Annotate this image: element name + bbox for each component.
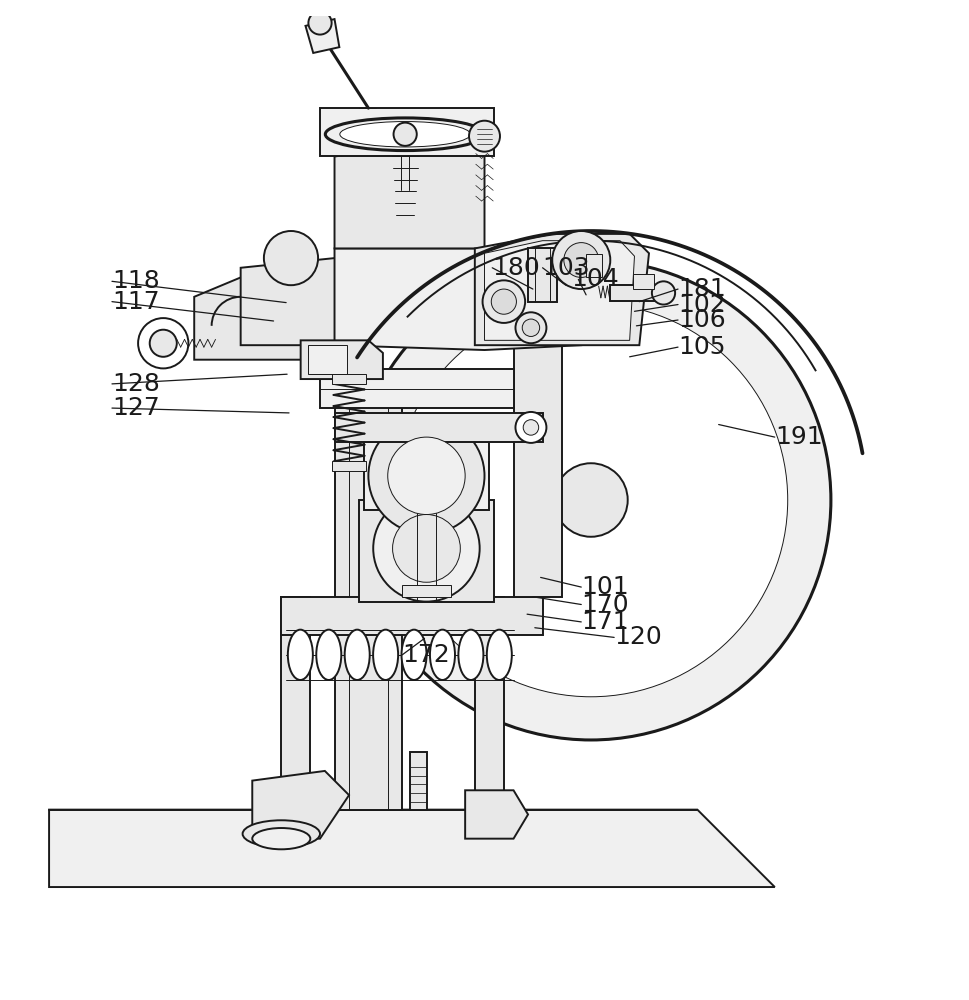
Circle shape bbox=[368, 418, 484, 534]
Text: 101: 101 bbox=[581, 575, 629, 599]
Circle shape bbox=[652, 281, 675, 305]
Bar bbox=[331, 374, 366, 384]
Polygon shape bbox=[334, 374, 402, 810]
Polygon shape bbox=[334, 413, 543, 442]
Polygon shape bbox=[300, 340, 383, 379]
Text: 181: 181 bbox=[678, 277, 726, 301]
Circle shape bbox=[522, 319, 540, 336]
Polygon shape bbox=[359, 500, 494, 602]
Text: 118: 118 bbox=[112, 269, 160, 293]
Circle shape bbox=[564, 243, 599, 277]
Text: 180: 180 bbox=[492, 256, 540, 280]
Polygon shape bbox=[484, 241, 635, 340]
Circle shape bbox=[308, 11, 331, 35]
Polygon shape bbox=[475, 234, 649, 345]
Circle shape bbox=[149, 330, 176, 357]
Text: 102: 102 bbox=[678, 293, 726, 317]
Circle shape bbox=[351, 260, 830, 740]
Text: 117: 117 bbox=[112, 290, 160, 314]
Circle shape bbox=[523, 420, 539, 435]
Text: 103: 103 bbox=[543, 256, 590, 280]
Polygon shape bbox=[334, 248, 581, 350]
Bar bbox=[586, 254, 602, 277]
Ellipse shape bbox=[242, 820, 320, 847]
Circle shape bbox=[552, 231, 610, 289]
Text: 172: 172 bbox=[402, 643, 450, 667]
Bar bbox=[331, 461, 366, 471]
Ellipse shape bbox=[345, 630, 370, 680]
Ellipse shape bbox=[458, 630, 484, 680]
Circle shape bbox=[394, 303, 788, 697]
Polygon shape bbox=[194, 277, 329, 360]
Text: 120: 120 bbox=[614, 625, 662, 649]
Bar bbox=[528, 248, 557, 302]
Circle shape bbox=[516, 312, 547, 343]
Ellipse shape bbox=[252, 828, 310, 849]
Text: 170: 170 bbox=[581, 593, 629, 617]
Circle shape bbox=[469, 121, 500, 152]
Bar bbox=[633, 274, 654, 289]
Polygon shape bbox=[281, 597, 543, 635]
Polygon shape bbox=[252, 771, 349, 839]
Bar bbox=[410, 752, 427, 810]
Text: 104: 104 bbox=[572, 267, 619, 291]
Circle shape bbox=[393, 123, 417, 146]
Polygon shape bbox=[514, 345, 562, 597]
Polygon shape bbox=[240, 258, 402, 345]
Ellipse shape bbox=[340, 122, 471, 147]
Circle shape bbox=[554, 463, 628, 537]
Polygon shape bbox=[465, 790, 528, 839]
Circle shape bbox=[392, 515, 460, 582]
Bar bbox=[308, 345, 347, 374]
Text: 128: 128 bbox=[112, 372, 160, 396]
Ellipse shape bbox=[326, 118, 484, 151]
Text: 127: 127 bbox=[112, 396, 160, 420]
Polygon shape bbox=[320, 369, 514, 408]
Text: 171: 171 bbox=[581, 610, 629, 634]
Polygon shape bbox=[281, 597, 310, 810]
Text: 105: 105 bbox=[678, 335, 726, 359]
Circle shape bbox=[491, 289, 516, 314]
Bar bbox=[402, 585, 451, 597]
Text: 106: 106 bbox=[678, 308, 726, 332]
Ellipse shape bbox=[316, 630, 341, 680]
Polygon shape bbox=[475, 597, 504, 810]
Polygon shape bbox=[334, 147, 484, 248]
Polygon shape bbox=[305, 19, 339, 53]
Circle shape bbox=[483, 280, 525, 323]
Polygon shape bbox=[610, 285, 664, 301]
Ellipse shape bbox=[430, 630, 455, 680]
Ellipse shape bbox=[401, 630, 426, 680]
Circle shape bbox=[516, 412, 547, 443]
Polygon shape bbox=[49, 810, 775, 887]
Ellipse shape bbox=[486, 630, 512, 680]
Circle shape bbox=[373, 495, 480, 602]
Ellipse shape bbox=[288, 630, 313, 680]
Circle shape bbox=[388, 437, 465, 515]
Ellipse shape bbox=[373, 630, 398, 680]
Polygon shape bbox=[363, 442, 489, 510]
Circle shape bbox=[264, 231, 318, 285]
Circle shape bbox=[139, 318, 188, 368]
Polygon shape bbox=[320, 108, 494, 156]
Text: 191: 191 bbox=[775, 425, 823, 449]
